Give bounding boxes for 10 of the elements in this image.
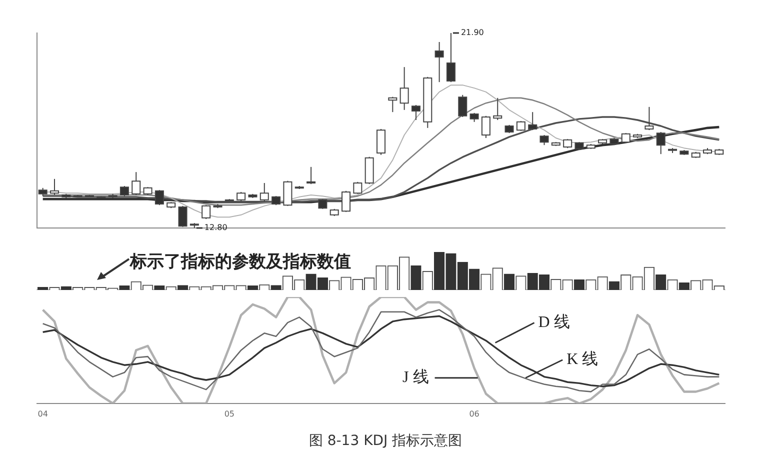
caption: 图 8-13 KDJ 指标示意图 xyxy=(308,432,464,450)
x-tick-label: 04 xyxy=(38,409,48,418)
annotation: D 线 xyxy=(538,312,570,331)
annotation: 标示了指标的参数及指标数值 xyxy=(130,251,351,273)
x-tick-label: 05 xyxy=(224,409,234,418)
annotation: K 线 xyxy=(566,350,598,368)
annotation: 12.80 xyxy=(204,223,228,232)
annotation: 21.90 xyxy=(460,28,484,38)
x-tick-label: 06 xyxy=(469,409,480,418)
annotation: J 线 xyxy=(402,368,429,386)
